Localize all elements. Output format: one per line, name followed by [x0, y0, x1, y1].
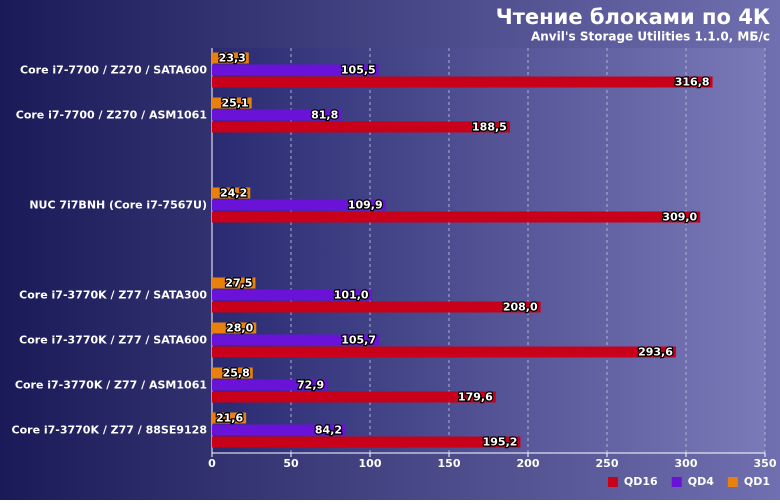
- chart-subtitle: Anvil's Storage Utilities 1.1.0, МБ/с: [531, 30, 770, 44]
- x-tick-label: 350: [754, 457, 777, 470]
- value-label: 81,8: [311, 109, 338, 122]
- bar: [212, 334, 380, 346]
- bar: [212, 277, 256, 289]
- legend-swatch: [671, 477, 682, 487]
- x-tick-label: 0: [208, 457, 216, 470]
- bar: [212, 211, 701, 223]
- bar: [212, 289, 372, 301]
- legend-swatch: [727, 477, 738, 487]
- bar: [212, 187, 251, 199]
- legend-label: QD1: [744, 475, 770, 488]
- value-label: 84,2: [315, 424, 342, 437]
- bar: [212, 412, 247, 424]
- bar: [212, 301, 541, 313]
- bar: [212, 367, 253, 379]
- x-tick-label: 200: [517, 457, 540, 470]
- y-tick-label: Core i7-7700 / Z270 / SATA600: [20, 64, 207, 77]
- value-label: 25,8: [223, 367, 250, 380]
- bar: [212, 109, 342, 121]
- value-label: 316,8: [675, 76, 710, 89]
- value-label: 179,6: [458, 391, 493, 404]
- y-tick-label: NUC 7i7BNH (Core i7-7567U): [29, 199, 207, 212]
- x-tick-label: 50: [283, 457, 299, 470]
- x-tick-label: 300: [675, 457, 698, 470]
- value-label: 208,0: [503, 301, 538, 314]
- value-label: 309,0: [662, 211, 697, 224]
- bar: [212, 379, 328, 391]
- value-label: 105,7: [341, 334, 376, 347]
- value-label: 109,9: [348, 199, 383, 212]
- y-tick-label: Core i7-3770K / Z77 / 88SE9128: [12, 424, 207, 437]
- y-tick-label: Core i7-3770K / Z77 / ASM1061: [15, 379, 207, 392]
- legend-label: QD16: [624, 475, 658, 488]
- x-tick-label: 150: [438, 457, 461, 470]
- bar: [212, 436, 521, 448]
- value-label: 101,0: [334, 289, 369, 302]
- y-tick-label: Core i7-7700 / Z270 / ASM1061: [16, 109, 207, 122]
- x-tick-label: 100: [359, 457, 382, 470]
- value-label: 25,1: [222, 97, 249, 110]
- bar: [212, 199, 386, 211]
- x-tick-label: 250: [596, 457, 619, 470]
- bar: [212, 121, 510, 133]
- bar: [212, 346, 676, 358]
- value-label: 28,0: [226, 322, 253, 335]
- y-tick-label: Core i7-3770K / Z77 / SATA600: [19, 334, 207, 347]
- value-label: 195,2: [483, 436, 518, 449]
- chart-title: Чтение блоками по 4К: [496, 5, 770, 29]
- value-label: 293,6: [638, 346, 673, 359]
- value-label: 21,6: [216, 412, 243, 425]
- bar: [212, 76, 713, 88]
- bar: [212, 322, 257, 334]
- bar: [212, 64, 379, 76]
- value-label: 24,2: [220, 187, 247, 200]
- value-label: 105,5: [341, 64, 376, 77]
- value-label: 23,3: [219, 52, 246, 65]
- bar: [212, 391, 496, 403]
- bar: [212, 424, 346, 436]
- bar: [212, 52, 249, 64]
- legend-label: QD4: [688, 475, 714, 488]
- y-tick-label: Core i7-3770K / Z77 / SATA300: [19, 289, 207, 302]
- value-label: 27,5: [225, 277, 252, 290]
- bar: [212, 97, 252, 109]
- value-label: 72,9: [297, 379, 324, 392]
- legend-swatch: [607, 477, 618, 487]
- value-label: 188,5: [472, 121, 507, 134]
